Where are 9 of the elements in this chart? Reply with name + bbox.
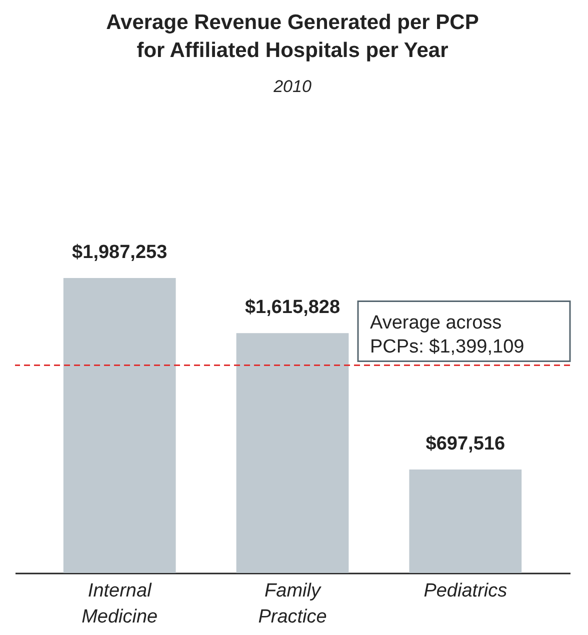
data-label: $697,516 bbox=[426, 433, 506, 454]
chart-subtitle: 2010 bbox=[272, 77, 312, 96]
x-tick-label: Internal Medicine bbox=[82, 580, 158, 628]
data-label: $1,615,828 bbox=[244, 297, 340, 318]
data-label: $1,987,253 bbox=[72, 242, 168, 263]
x-tick-label: Pediatrics bbox=[424, 580, 508, 602]
ref-line-label: Average across PCPs: $1,399,109 bbox=[370, 312, 524, 358]
x-tick-label: Family Practice bbox=[258, 580, 327, 628]
chart-title: Average Revenue Generated per PCP for Affiliated Hospitals per Year bbox=[106, 11, 479, 62]
